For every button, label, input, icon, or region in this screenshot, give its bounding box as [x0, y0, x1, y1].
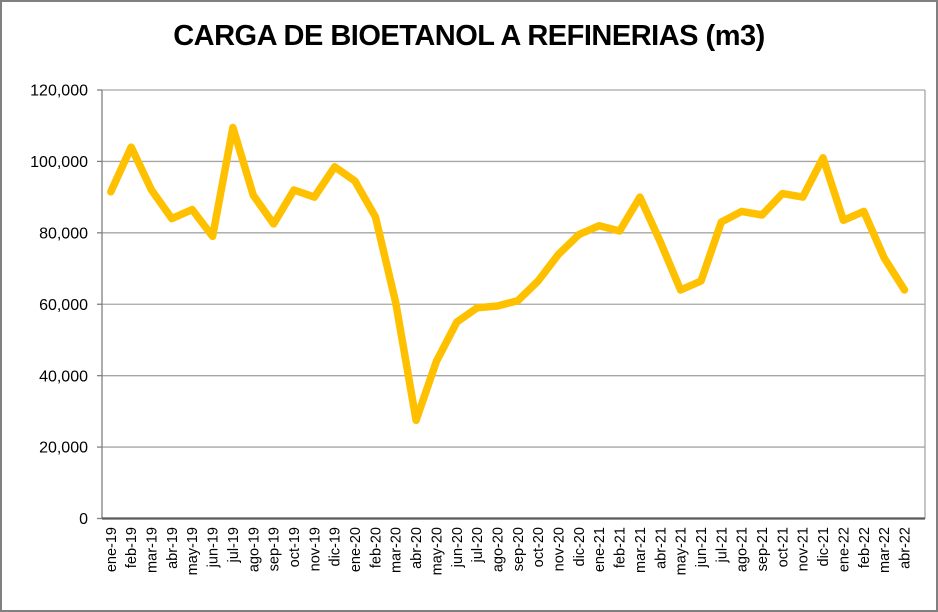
x-tick-label: mar-22 [877, 527, 893, 573]
y-tick-label: 60,000 [39, 297, 88, 314]
x-tick-label: nov-20 [552, 527, 568, 571]
x-tick-label: jul-19 [226, 527, 242, 563]
x-tick-label: abr-20 [409, 527, 425, 569]
x-tick-label: jul-21 [714, 527, 730, 563]
x-tick-label: dic-20 [572, 527, 588, 567]
y-tick-label: 120,000 [30, 83, 88, 100]
x-tick-label: mar-21 [633, 527, 649, 573]
x-tick-label: oct-19 [287, 527, 303, 567]
x-tick-label: ago-20 [490, 527, 506, 572]
x-tick-label: jun-20 [450, 527, 466, 568]
x-tick-label: feb-20 [368, 527, 384, 568]
x-tick-label: may-19 [185, 527, 201, 575]
y-tick-label: 40,000 [39, 368, 88, 385]
x-tick-label: nov-21 [796, 527, 812, 571]
x-tick-label: feb-21 [613, 527, 629, 568]
x-tick-label: feb-22 [857, 527, 873, 568]
x-tick-label: ene-19 [104, 527, 120, 572]
x-tick-label: ene-20 [348, 527, 364, 572]
y-tick-label: 100,000 [30, 154, 88, 171]
x-tick-label: mar-20 [389, 527, 405, 573]
x-tick-label: ene-21 [592, 527, 608, 572]
data-series-line [107, 123, 909, 425]
x-tick-label: sep-21 [755, 527, 771, 571]
x-tick-label: may-21 [674, 527, 690, 575]
x-tick-label: feb-19 [124, 527, 140, 568]
x-tick-label: jun-21 [694, 527, 710, 568]
x-tick-label: oct-21 [775, 527, 791, 567]
x-tick-label: nov-19 [307, 527, 323, 571]
y-tick-label: 80,000 [39, 225, 88, 242]
y-tick-label: 0 [79, 511, 88, 528]
x-tick-label: abr-19 [165, 527, 181, 569]
x-tick-label: jun-19 [206, 527, 222, 568]
x-tick-label: jul-20 [470, 527, 486, 563]
x-tick-label: sep-19 [267, 527, 283, 571]
x-tick-label: ago-19 [246, 527, 262, 572]
x-tick-label: ene-22 [836, 527, 852, 572]
x-tick-label: oct-20 [531, 527, 547, 567]
x-tick-label: ago-21 [735, 527, 751, 572]
x-tick-label: sep-20 [511, 527, 527, 571]
x-tick-label: may-20 [429, 527, 445, 575]
x-tick-label: abr-21 [653, 527, 669, 569]
x-tick-label: dic-21 [816, 527, 832, 567]
chart-title: CARGA DE BIOETANOL A REFINERIAS (m3) [173, 20, 765, 52]
x-tick-label: dic-19 [328, 527, 344, 567]
x-tick-label: mar-19 [145, 527, 161, 573]
x-tick-label: abr-22 [897, 527, 913, 569]
y-tick-label: 20,000 [39, 440, 88, 457]
